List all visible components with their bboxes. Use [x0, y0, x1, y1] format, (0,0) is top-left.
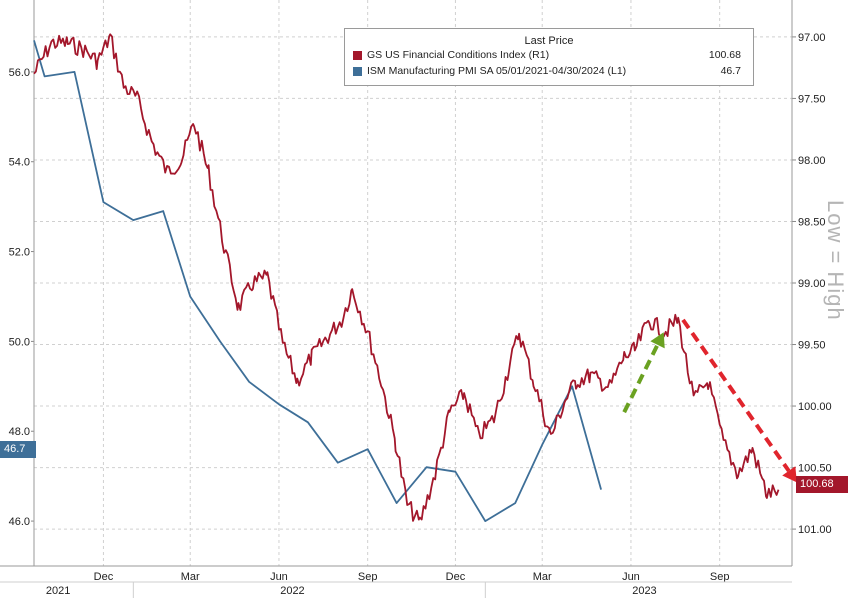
legend-entry-ism: ISM Manufacturing PMI SA 05/01/2021-04/3…	[353, 65, 745, 79]
right-tick-label: 100.00	[798, 401, 832, 413]
legend-title: Last Price	[524, 35, 574, 47]
legend-label-fci: GS US Financial Conditions Index (R1)	[367, 49, 550, 61]
left-tick-label: 52.0	[9, 247, 30, 259]
side-note-text: Low = High	[823, 200, 848, 321]
x-tick-label: Jun	[270, 571, 288, 583]
legend-label-ism: ISM Manufacturing PMI SA 05/01/2021-04/3…	[367, 65, 627, 77]
grid-lines	[34, 0, 792, 566]
left-tick-label: 46.0	[9, 516, 30, 528]
left-tick-label: 54.0	[9, 157, 30, 169]
x-tick-label: Sep	[358, 571, 378, 583]
series-lines	[33, 33, 780, 522]
x-tick-label: Mar	[533, 571, 552, 583]
legend-value-fci: 100.68	[708, 49, 741, 61]
last-value-badge-right: 100.68	[796, 476, 848, 493]
last-value-badge-left: 46.7	[0, 441, 36, 458]
x-tick-label: Mar	[181, 571, 200, 583]
legend-swatch-ism	[353, 67, 362, 76]
year-label: 2023	[632, 585, 656, 597]
right-tick-label: 97.00	[798, 32, 826, 44]
right-tick-label: 99.00	[798, 278, 826, 290]
right-tick-label: 100.50	[798, 463, 832, 475]
x-tick-label: Jun	[622, 571, 640, 583]
x-tick-label: Dec	[94, 571, 114, 583]
series-fci-line	[33, 33, 780, 522]
annotation-arrow-head-1	[782, 466, 797, 483]
annotation-arrow-shaft-1	[681, 318, 791, 473]
x-tick-label: Dec	[446, 571, 466, 583]
legend-value-ism: 46.7	[720, 65, 741, 77]
annotation-arrow-head-0	[650, 332, 665, 349]
right-tick-label: 101.00	[798, 524, 832, 536]
year-label: 2022	[280, 585, 304, 597]
left-tick-label: 50.0	[9, 336, 30, 348]
series-ism-line	[33, 40, 602, 522]
x-tick-label: Sep	[710, 571, 730, 583]
left-tick-label: 48.0	[9, 426, 30, 438]
right-tick-label: 97.50	[798, 93, 826, 105]
annotation-arrows	[622, 318, 797, 483]
legend: Last Price GS US Financial Conditions In…	[344, 28, 754, 86]
right-tick-label: 99.50	[798, 340, 826, 352]
left-tick-label: 56.0	[9, 67, 30, 79]
annotation-arrow-shaft-0	[622, 343, 660, 414]
right-tick-label: 98.50	[798, 216, 826, 228]
legend-swatch-fci	[353, 51, 362, 60]
side-note: Low = High	[808, 200, 848, 350]
year-label: 2021	[46, 585, 70, 597]
legend-entry-fci: GS US Financial Conditions Index (R1) 10…	[353, 49, 745, 63]
right-tick-label: 98.00	[798, 155, 826, 167]
